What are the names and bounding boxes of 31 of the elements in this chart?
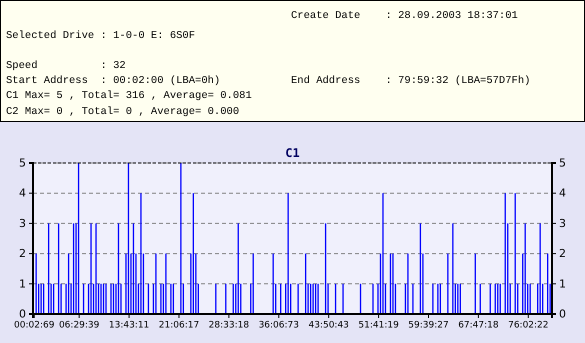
x-tick-label: 13:43:11 <box>108 320 150 330</box>
text: C2 Max= 0 , Total= 0 , Average= 0.000 <box>6 106 240 118</box>
x-tick-label: 67:47:18 <box>458 320 499 330</box>
x-tick-label: 00:02:69 <box>14 320 55 330</box>
y2-tick-label: 0 <box>559 308 566 321</box>
y2-tick-label: 5 <box>559 156 566 170</box>
y-tick-label: 1 <box>19 277 26 290</box>
x-tick-label: 59:39:27 <box>408 320 449 330</box>
text: C1 Max= 5 , Total= 316 , Average= 0.081 <box>6 90 252 102</box>
x-tick-label: 28:33:18 <box>208 320 250 330</box>
text: Create Date : 28.09.2003 18:37:01 <box>291 10 518 22</box>
y-tick-label: 0 <box>19 308 26 321</box>
x-tick-label: 06:29:39 <box>58 320 100 330</box>
x-tick-label: 21:06:17 <box>158 320 200 330</box>
y2-tick-label: 1 <box>559 277 566 290</box>
text: Selected Drive : 1-0-0 E: 6S0F <box>6 30 196 42</box>
y-tick-label: 3 <box>19 216 26 230</box>
y-tick-label: 2 <box>19 247 26 260</box>
x-tick-label: 43:50:43 <box>308 320 349 330</box>
text: Start Address : 00:02:00 (LBA=0h) <box>6 75 220 87</box>
x-tick-label: 36:06:73 <box>258 320 299 330</box>
y-tick-label: 4 <box>19 186 26 200</box>
x-tick-label: 51:41:19 <box>358 320 400 330</box>
y2-tick-label: 3 <box>559 216 566 230</box>
chart-title: C1 <box>285 146 300 160</box>
y2-tick-label: 2 <box>559 247 566 260</box>
y2-tick-label: 4 <box>559 186 566 200</box>
text: Speed : 32 <box>6 60 126 72</box>
text: End Address : 79:59:32 (LBA=57D7Fh) <box>291 75 530 87</box>
x-tick-label: 76:02:22 <box>508 320 549 330</box>
y-tick-label: 5 <box>19 156 26 170</box>
